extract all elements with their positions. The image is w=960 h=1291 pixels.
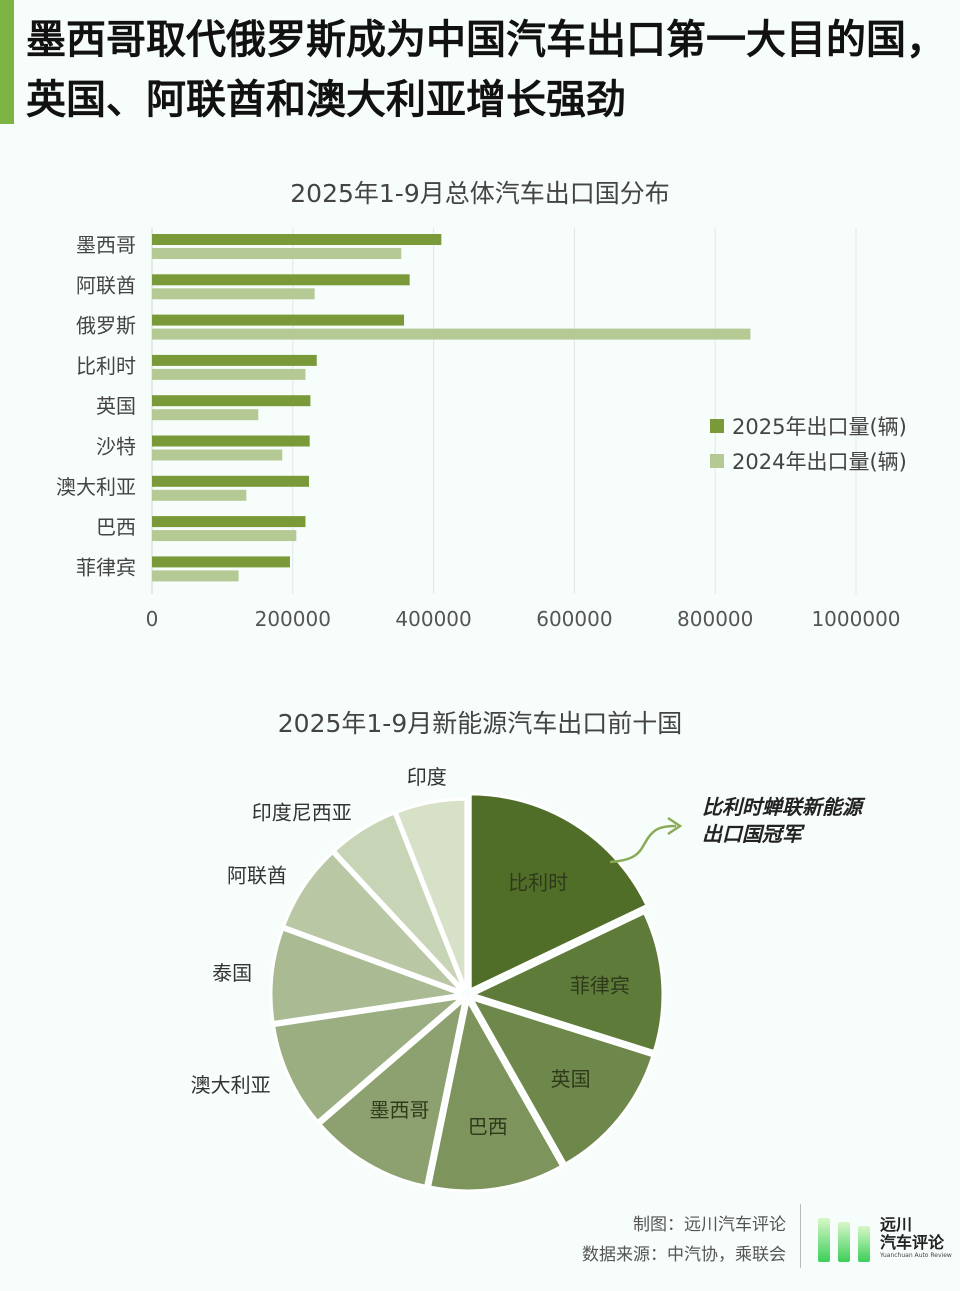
bar-2025 <box>152 395 311 407</box>
bar-2025 <box>152 516 306 528</box>
bar-2024 <box>152 368 306 380</box>
y-category-label: 墨西哥 <box>76 233 136 257</box>
pie-slice-label: 墨西哥 <box>369 1098 429 1122</box>
pie-slice-label: 菲律宾 <box>570 974 630 998</box>
annotation-line-1: 比利时蝉联新能源 <box>702 795 862 819</box>
bar-2024 <box>152 530 297 542</box>
footer-source: 数据来源：中汽协，乘联会 <box>582 1245 786 1265</box>
legend-swatch-2025 <box>710 418 724 433</box>
brand-logo-icon <box>818 1218 870 1262</box>
y-category-label: 菲律宾 <box>76 555 136 579</box>
y-category-label: 澳大利亚 <box>56 475 136 499</box>
bar-2025 <box>152 475 309 487</box>
y-category-label: 巴西 <box>96 515 136 539</box>
pie-slice <box>281 850 464 994</box>
legend-swatch-2024 <box>710 453 724 468</box>
bar-2025 <box>152 314 405 326</box>
pie-slice-label: 印度 <box>407 765 447 789</box>
bar-2024 <box>152 248 402 259</box>
annotation-line-2: 出口国冠军 <box>702 822 802 846</box>
bar-2024 <box>152 570 239 582</box>
bar-2025 <box>152 354 317 366</box>
pie-chart-title: 2025年1-9月新能源汽车出口前十国 <box>277 709 683 738</box>
bar-2025 <box>152 435 310 447</box>
footer-divider <box>800 1204 801 1268</box>
y-category-label: 俄罗斯 <box>76 314 136 338</box>
bar-chart-legend: 2025年出口量(辆) 2024年出口量(辆) <box>710 408 907 478</box>
logo-english-name: Yuanchuan Auto Review <box>880 1252 952 1259</box>
legend-item-2024: 2024年出口量(辆) <box>710 443 907 478</box>
pie-slice <box>427 996 564 1193</box>
pie-slice-label: 阿联酋 <box>227 864 287 888</box>
pie-slice-label: 澳大利亚 <box>191 1073 271 1097</box>
bar-2025 <box>152 556 290 568</box>
x-tick-label: 200000 <box>255 607 331 631</box>
footer-credits: 制图：远川汽车评论 数据来源：中汽协，乘联会 <box>582 1210 786 1270</box>
bar-2024 <box>152 489 247 501</box>
bar-2024 <box>152 288 315 300</box>
pie-slice <box>269 927 462 1025</box>
pie-slice-label: 泰国 <box>212 961 252 985</box>
bar-2024 <box>152 409 259 421</box>
bar-2024 <box>152 449 283 461</box>
bar-2025 <box>152 234 442 245</box>
bar-chart-title: 2025年1-9月总体汽车出口国分布 <box>290 179 670 208</box>
x-tick-label: 600000 <box>536 607 612 631</box>
y-category-label: 比利时 <box>76 354 136 378</box>
y-category-label: 英国 <box>96 394 136 418</box>
page-headline: 墨西哥取代俄罗斯成为中国汽车出口第一大目的国，英国、阿联酋和澳大利亚增长强劲 <box>26 17 946 123</box>
x-tick-label: 800000 <box>677 607 753 631</box>
x-tick-label: 1000000 <box>811 607 900 631</box>
pie-annotation: 比利时蝉联新能源 出口国冠军 <box>702 794 902 848</box>
legend-label-2025: 2025年出口量(辆) <box>732 414 907 439</box>
x-tick-label: 400000 <box>395 607 471 631</box>
y-category-label: 阿联酋 <box>76 273 136 297</box>
pie-slice <box>468 996 655 1167</box>
pie-slice <box>468 910 665 1054</box>
accent-bar <box>0 0 14 124</box>
pie-slice-label: 巴西 <box>468 1115 508 1139</box>
pie-slice <box>271 995 467 1124</box>
bar-2025 <box>152 274 410 286</box>
logo-name-line-1: 远川 <box>880 1215 913 1234</box>
pie-slice-label: 印度尼西亚 <box>252 800 352 824</box>
pie-slice-label: 英国 <box>551 1067 591 1091</box>
x-tick-label: 0 <box>146 607 159 631</box>
brand-logo-text: 远川 汽车评论 Yuanchuan Auto Review <box>880 1216 952 1260</box>
logo-name-line-2: 汽车评论 <box>880 1233 945 1252</box>
pie-slice <box>317 996 467 1189</box>
footer-credit: 制图：远川汽车评论 <box>633 1215 786 1235</box>
pie-slice <box>394 797 468 990</box>
legend-label-2024: 2024年出口量(辆) <box>732 449 907 474</box>
bar-2024 <box>152 328 751 340</box>
pie-slice-label: 比利时 <box>508 870 568 894</box>
pie-slice <box>332 811 466 991</box>
y-category-label: 沙特 <box>96 435 136 459</box>
annotation-arrow <box>609 824 677 864</box>
pie-slice <box>468 792 650 993</box>
legend-item-2025: 2025年出口量(辆) <box>710 408 907 443</box>
bar-chart: 0 200000 400000 600000 800000 1000000 墨西哥阿联酋俄罗… <box>56 228 901 631</box>
annotation-arrow-head <box>667 816 683 836</box>
